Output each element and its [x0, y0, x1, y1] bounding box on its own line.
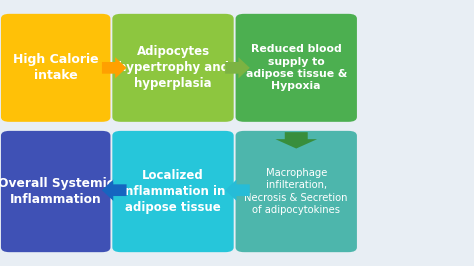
- Text: High Calorie
intake: High Calorie intake: [13, 53, 99, 82]
- Text: Overall Systemic
Inflammation: Overall Systemic Inflammation: [0, 177, 114, 206]
- Polygon shape: [102, 57, 127, 78]
- FancyBboxPatch shape: [236, 14, 357, 122]
- FancyBboxPatch shape: [112, 14, 234, 122]
- Polygon shape: [225, 180, 250, 201]
- Polygon shape: [275, 132, 317, 148]
- FancyBboxPatch shape: [236, 131, 357, 252]
- Polygon shape: [102, 180, 127, 201]
- FancyBboxPatch shape: [112, 131, 234, 252]
- Text: Reduced blood
supply to
adipose tissue &
Hypoxia: Reduced blood supply to adipose tissue &…: [246, 44, 347, 92]
- Polygon shape: [225, 57, 250, 78]
- Text: Macrophage
infilteration,
Necrosis & Secretion
of adipocytokines: Macrophage infilteration, Necrosis & Sec…: [245, 168, 348, 215]
- Text: Localized
inflammation in
adipose tissue: Localized inflammation in adipose tissue: [121, 169, 225, 214]
- Text: Adipocytes
hypertrophy and
hyperplasia: Adipocytes hypertrophy and hyperplasia: [118, 45, 228, 90]
- FancyBboxPatch shape: [1, 131, 110, 252]
- FancyBboxPatch shape: [1, 14, 110, 122]
